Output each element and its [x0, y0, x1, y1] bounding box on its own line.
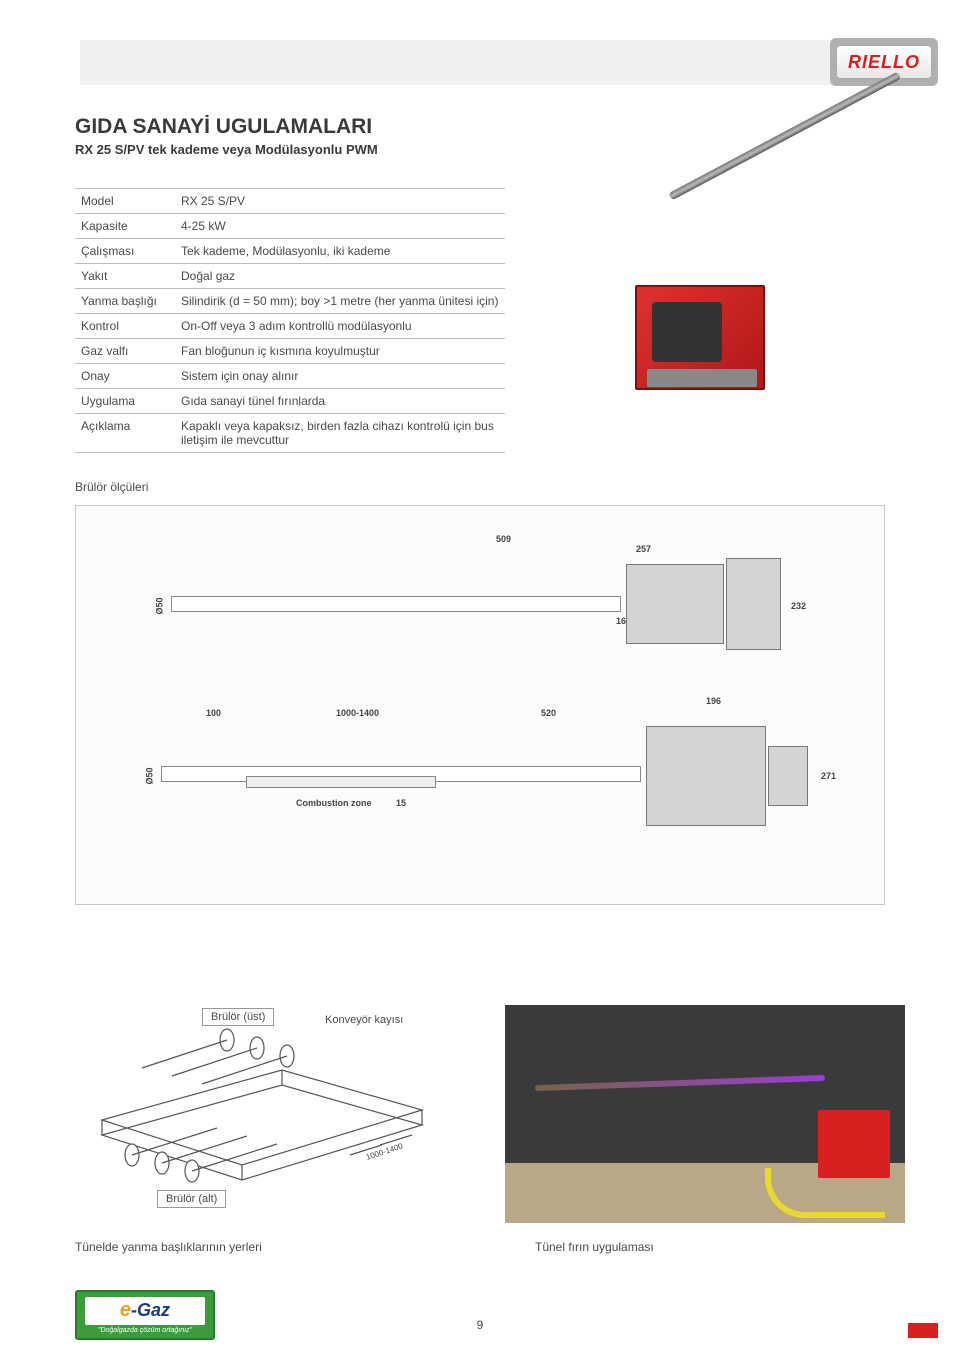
spec-value: Tek kademe, Modülasyonlu, iki kademe	[175, 239, 505, 264]
combustion-zone-icon	[246, 776, 436, 788]
table-row: UygulamaGıda sanayi tünel fırınlarda	[75, 389, 505, 414]
spec-value: Sistem için onay alınır	[175, 364, 505, 389]
specs-table: ModelRX 25 S/PV Kapasite4-25 kW Çalışmas…	[75, 188, 505, 453]
spec-label: Yanma başlığı	[75, 289, 175, 314]
spec-label: Onay	[75, 364, 175, 389]
side-view-drawing: 100 1000-1400 520 196 271 Combustion zon…	[136, 716, 826, 866]
dim-text: Combustion zone	[296, 798, 372, 808]
table-row: Yanma başlığıSilindirik (d = 50 mm); boy…	[75, 289, 505, 314]
spec-label: Kontrol	[75, 314, 175, 339]
burner-block-icon	[726, 558, 781, 650]
spec-label: Kapasite	[75, 214, 175, 239]
dimensions-heading: Brülör ölçüleri	[75, 480, 148, 494]
spec-label: Gaz valfı	[75, 339, 175, 364]
table-row: ModelRX 25 S/PV	[75, 189, 505, 214]
brand-logo-text: RIELLO	[836, 45, 932, 79]
hose-icon	[765, 1168, 885, 1218]
dimensions-drawing: 509 257 162 232 Ø50 100 1000-1400 520 19…	[75, 505, 885, 905]
burner-block-icon	[626, 564, 724, 644]
spec-label: Açıklama	[75, 414, 175, 453]
spec-label: Uygulama	[75, 389, 175, 414]
conveyor-svg-icon: 1000-1400	[82, 1000, 442, 1220]
dim-text: 271	[821, 771, 836, 781]
label-burner-top: Brülör (üst)	[202, 1008, 274, 1026]
footer-logo-text: e -Gaz	[85, 1297, 205, 1325]
caption-right: Tünel fırın uygulaması	[535, 1240, 654, 1254]
svg-text:1000-1400: 1000-1400	[365, 1141, 405, 1162]
dim-text: 509	[496, 534, 511, 544]
burner-arm-icon	[668, 71, 901, 200]
burner-block-icon	[768, 746, 808, 806]
flame-icon	[535, 1075, 825, 1091]
label-conveyor: Konveyör kayısı	[317, 1012, 411, 1028]
spec-value: On-Off veya 3 adım kontrollü modülasyonl…	[175, 314, 505, 339]
logo-e: e	[120, 1299, 131, 1322]
footer-logo: e -Gaz "Doğalgazda çözüm ortağınız"	[75, 1290, 215, 1340]
table-row: ÇalışmasıTek kademe, Modülasyonlu, iki k…	[75, 239, 505, 264]
spec-value: Gıda sanayi tünel fırınlarda	[175, 389, 505, 414]
spec-value: Kapaklı veya kapaksız, birden fazla ciha…	[175, 414, 505, 453]
dim-text: 257	[636, 544, 651, 554]
caption-left: Tünelde yanma başlıklarının yerleri	[75, 1240, 262, 1254]
spec-label: Model	[75, 189, 175, 214]
logo-gaz: -Gaz	[131, 1300, 170, 1321]
dim-text: 1000-1400	[336, 708, 379, 718]
label-burner-bottom: Brülör (alt)	[157, 1190, 226, 1208]
table-row: KontrolOn-Off veya 3 adım kontrollü modü…	[75, 314, 505, 339]
dim-text: 196	[706, 696, 721, 706]
dim-text: 520	[541, 708, 556, 718]
dim-text: 232	[791, 601, 806, 611]
specs-tbody: ModelRX 25 S/PV Kapasite4-25 kW Çalışmas…	[75, 189, 505, 453]
top-view-drawing: 509 257 162 232 Ø50	[136, 546, 826, 686]
product-render	[540, 175, 890, 425]
spec-value: Doğal gaz	[175, 264, 505, 289]
table-row: YakıtDoğal gaz	[75, 264, 505, 289]
spec-value: RX 25 S/PV	[175, 189, 505, 214]
footer-slogan: "Doğalgazda çözüm ortağınız"	[98, 1327, 192, 1334]
burner-body-icon	[635, 285, 765, 390]
tube-icon	[171, 596, 621, 612]
table-row: OnaySistem için onay alınır	[75, 364, 505, 389]
page-number: 9	[477, 1318, 484, 1332]
dim-text: Ø50	[155, 597, 165, 614]
table-row: Kapasite4-25 kW	[75, 214, 505, 239]
spec-value: 4-25 kW	[175, 214, 505, 239]
spec-label: Çalışması	[75, 239, 175, 264]
spec-label: Yakıt	[75, 264, 175, 289]
spec-value: Fan bloğunun iç kısmına koyulmuştur	[175, 339, 505, 364]
page-title: GIDA SANAYİ UGULAMALARI	[75, 115, 372, 139]
header-bar	[80, 40, 905, 85]
conveyor-diagram: 1000-1400 Brülör (üst) Konveyör kayısı B…	[82, 1000, 442, 1220]
accent-bar	[908, 1323, 938, 1338]
page-subtitle: RX 25 S/PV tek kademe veya Modülasyonlu …	[75, 142, 378, 157]
table-row: AçıklamaKapaklı veya kapaksız, birden fa…	[75, 414, 505, 453]
spec-value: Silindirik (d = 50 mm); boy >1 metre (he…	[175, 289, 505, 314]
dim-text: 100	[206, 708, 221, 718]
dim-text: Ø50	[145, 767, 155, 784]
dim-text: 15	[396, 798, 406, 808]
burner-block-icon	[646, 726, 766, 826]
table-row: Gaz valfıFan bloğunun iç kısmına koyulmu…	[75, 339, 505, 364]
application-photo	[505, 1005, 905, 1223]
